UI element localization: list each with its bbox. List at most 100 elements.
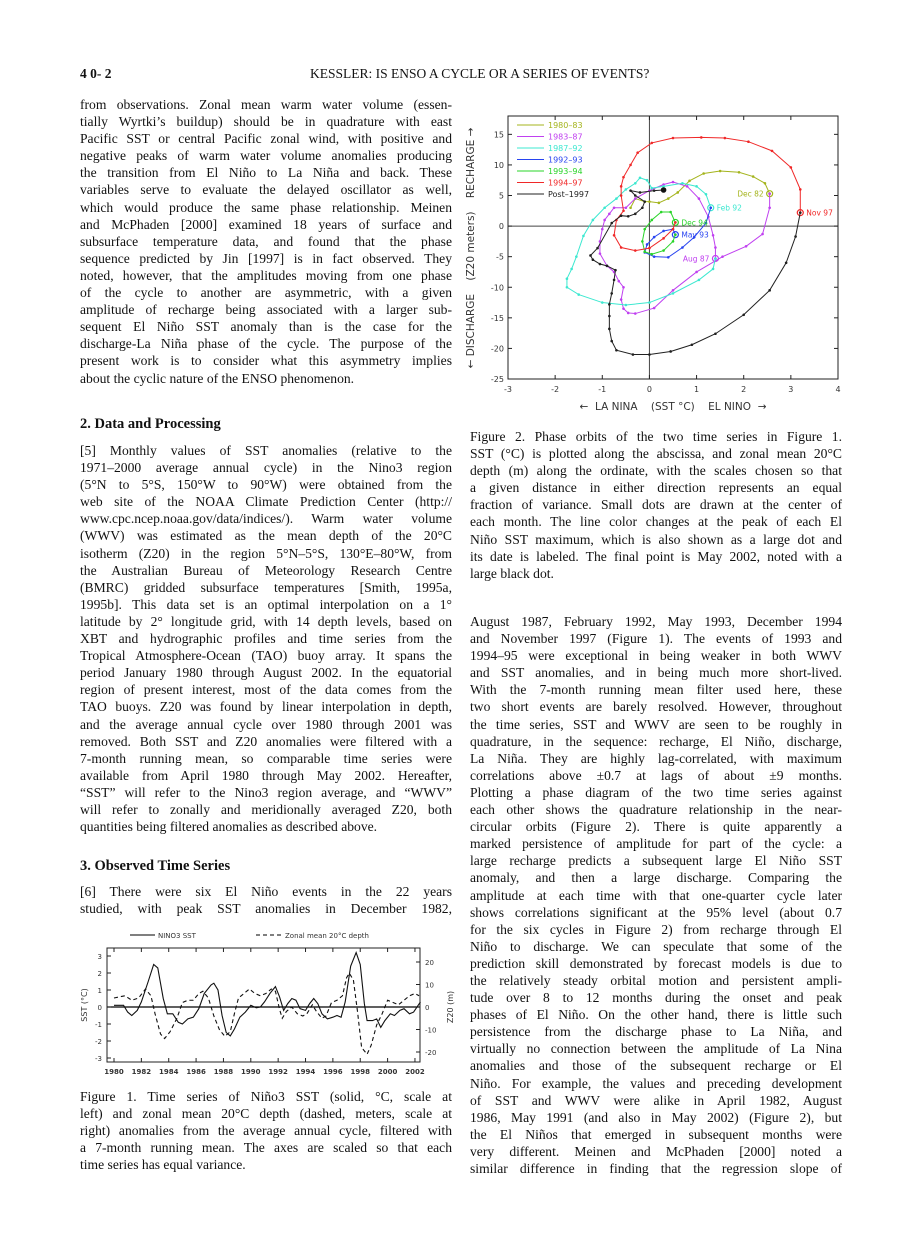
month-dot: [681, 181, 684, 185]
month-dot: [669, 210, 672, 214]
text-line: Figure 1. Time series of Niño3 SST (soli…: [80, 1089, 452, 1104]
text-line: about the cyclic nature of the ENSO phen…: [80, 370, 355, 386]
y-tick-label: -1: [95, 1021, 102, 1029]
month-dot: [702, 172, 705, 175]
month-dot: [723, 136, 727, 140]
month-dot: [626, 215, 630, 218]
text-line: which would produce the same phase relat…: [80, 199, 452, 215]
month-dot: [629, 189, 632, 192]
month-dot: [650, 218, 654, 222]
text-line: variables serve to evaluate the delayed …: [80, 182, 452, 198]
paragraph-intro: from observations. Zonal mean warm water…: [80, 96, 452, 387]
month-dot: [697, 197, 701, 200]
month-dot: [633, 212, 637, 216]
month-dot: [612, 233, 616, 237]
series-line-z20: [113, 972, 420, 1056]
month-dot: [629, 206, 632, 210]
text-line: of the cycle to another are asymmetric, …: [80, 285, 452, 301]
paragraph-time-series: [6] There were six El Niño events in the…: [80, 883, 452, 917]
month-dot: [671, 240, 675, 243]
month-dot: [652, 235, 656, 239]
x-tick-label: 1992: [268, 1068, 288, 1076]
month-dot: [671, 289, 675, 292]
text-line: [5] Monthly values of SST anomalies (rel…: [80, 443, 452, 458]
text-line: the transition from El Niño to La Niña a…: [80, 165, 452, 181]
text-line: quantities being filtered anomalies as d…: [80, 819, 378, 835]
text-line: and the average annual cycle over 1980 t…: [80, 716, 452, 732]
text-line: Plotting a phase diagram of the two time…: [470, 784, 842, 800]
month-dot: [650, 141, 654, 145]
peak-dot: [711, 254, 720, 263]
text-line: the time series, SST and WWV are seen to…: [470, 716, 842, 732]
text-line: studied, with peak SST anomalies in Dece…: [80, 901, 452, 917]
text-line: La Niña. They are highly lag-correlated,…: [470, 750, 842, 766]
section-2-heading: 2. Data and Processing: [80, 416, 221, 432]
month-dot: [608, 303, 611, 306]
legend-label: 1980–83: [548, 121, 583, 130]
month-dot: [692, 235, 696, 239]
month-dot: [798, 211, 802, 214]
month-dot: [575, 255, 578, 258]
text-line: circular orbits (Figure 2). There is qui…: [470, 819, 842, 835]
month-dot: [704, 192, 708, 196]
month-dot: [614, 268, 617, 272]
month-dot: [650, 186, 654, 190]
month-dot: [770, 149, 774, 153]
text-line: the relatively steady orbital motion and…: [470, 972, 842, 988]
month-dot: [638, 176, 642, 180]
x-tick-label: 2: [741, 385, 746, 394]
text-line: and McPhaden [2000] examined 18 years of…: [80, 216, 452, 232]
x-tick-label: 1982: [132, 1068, 152, 1076]
month-dot: [636, 151, 639, 154]
y-right-tick-label: -20: [425, 1049, 436, 1057]
month-dot: [603, 206, 606, 210]
month-dot: [662, 183, 665, 186]
text-line: isotherm (Z20) in the region 5°N–5°S, 13…: [80, 545, 452, 561]
x-tick-label: 1986: [186, 1068, 206, 1076]
x-tick-label: 1996: [323, 1068, 343, 1076]
text-line: tially Wyrtki’s buildup) should be in qu…: [80, 114, 452, 130]
month-dot: [657, 201, 661, 205]
text-line: August 1987, February 1992, May 1993, De…: [470, 614, 842, 629]
month-dot: [600, 301, 604, 304]
month-dot: [671, 180, 675, 184]
month-dot: [747, 140, 750, 143]
text-line: sequent El Niño SST anomaly than is the …: [80, 319, 452, 335]
text-line: region of present interest, most of the …: [80, 682, 452, 698]
text-line: Niño SST maximum, which is also shown as…: [470, 531, 842, 547]
text-line: (BMRC) gridded subsurface temperatures […: [80, 579, 452, 595]
month-dot: [768, 289, 771, 292]
month-dot: [608, 314, 611, 318]
month-dot: [666, 197, 670, 200]
x-tick-label: -3: [504, 385, 512, 394]
text-line: removed. Both SST and Z20 anomalies were…: [80, 733, 452, 749]
text-line: virtually no connection between the ampl…: [470, 1041, 842, 1057]
paragraph-observations: August 1987, February 1992, May 1993, De…: [470, 613, 842, 1177]
text-line: large recharge predicts a subsequent lar…: [470, 853, 842, 869]
month-dot: [784, 261, 788, 265]
legend-label: 1983–87: [548, 133, 583, 142]
month-dot: [645, 243, 649, 246]
x-tick-label: 2000: [378, 1068, 398, 1076]
month-dot: [641, 240, 644, 243]
text-line: and SST anomalies, and in being much mor…: [470, 665, 842, 681]
month-dot: [652, 255, 656, 258]
y-tick-label: 2: [98, 970, 102, 978]
orbit-line-2: [566, 177, 716, 306]
month-dot: [652, 306, 656, 310]
text-line: SST (°C) is plotted along the abscissa, …: [470, 446, 842, 462]
month-dot: [596, 246, 599, 250]
text-line: its date is labeled. The final point is …: [470, 548, 842, 564]
x-tick-label: 2002: [405, 1068, 425, 1076]
y-tick-label: 3: [98, 953, 102, 961]
orbit-line-4: [641, 211, 676, 255]
text-line: web site of the NOAA Climate Prediction …: [80, 494, 452, 510]
text-line: depth (m) along the ordinate, with the s…: [470, 463, 842, 479]
peak-dot: [671, 218, 679, 227]
month-dot: [622, 307, 625, 310]
month-dot: [633, 181, 637, 185]
month-dot: [633, 197, 637, 200]
month-dot: [643, 227, 647, 231]
month-dot: [662, 229, 665, 233]
text-line: Pacific SST or central Pacific zonal win…: [80, 131, 452, 147]
